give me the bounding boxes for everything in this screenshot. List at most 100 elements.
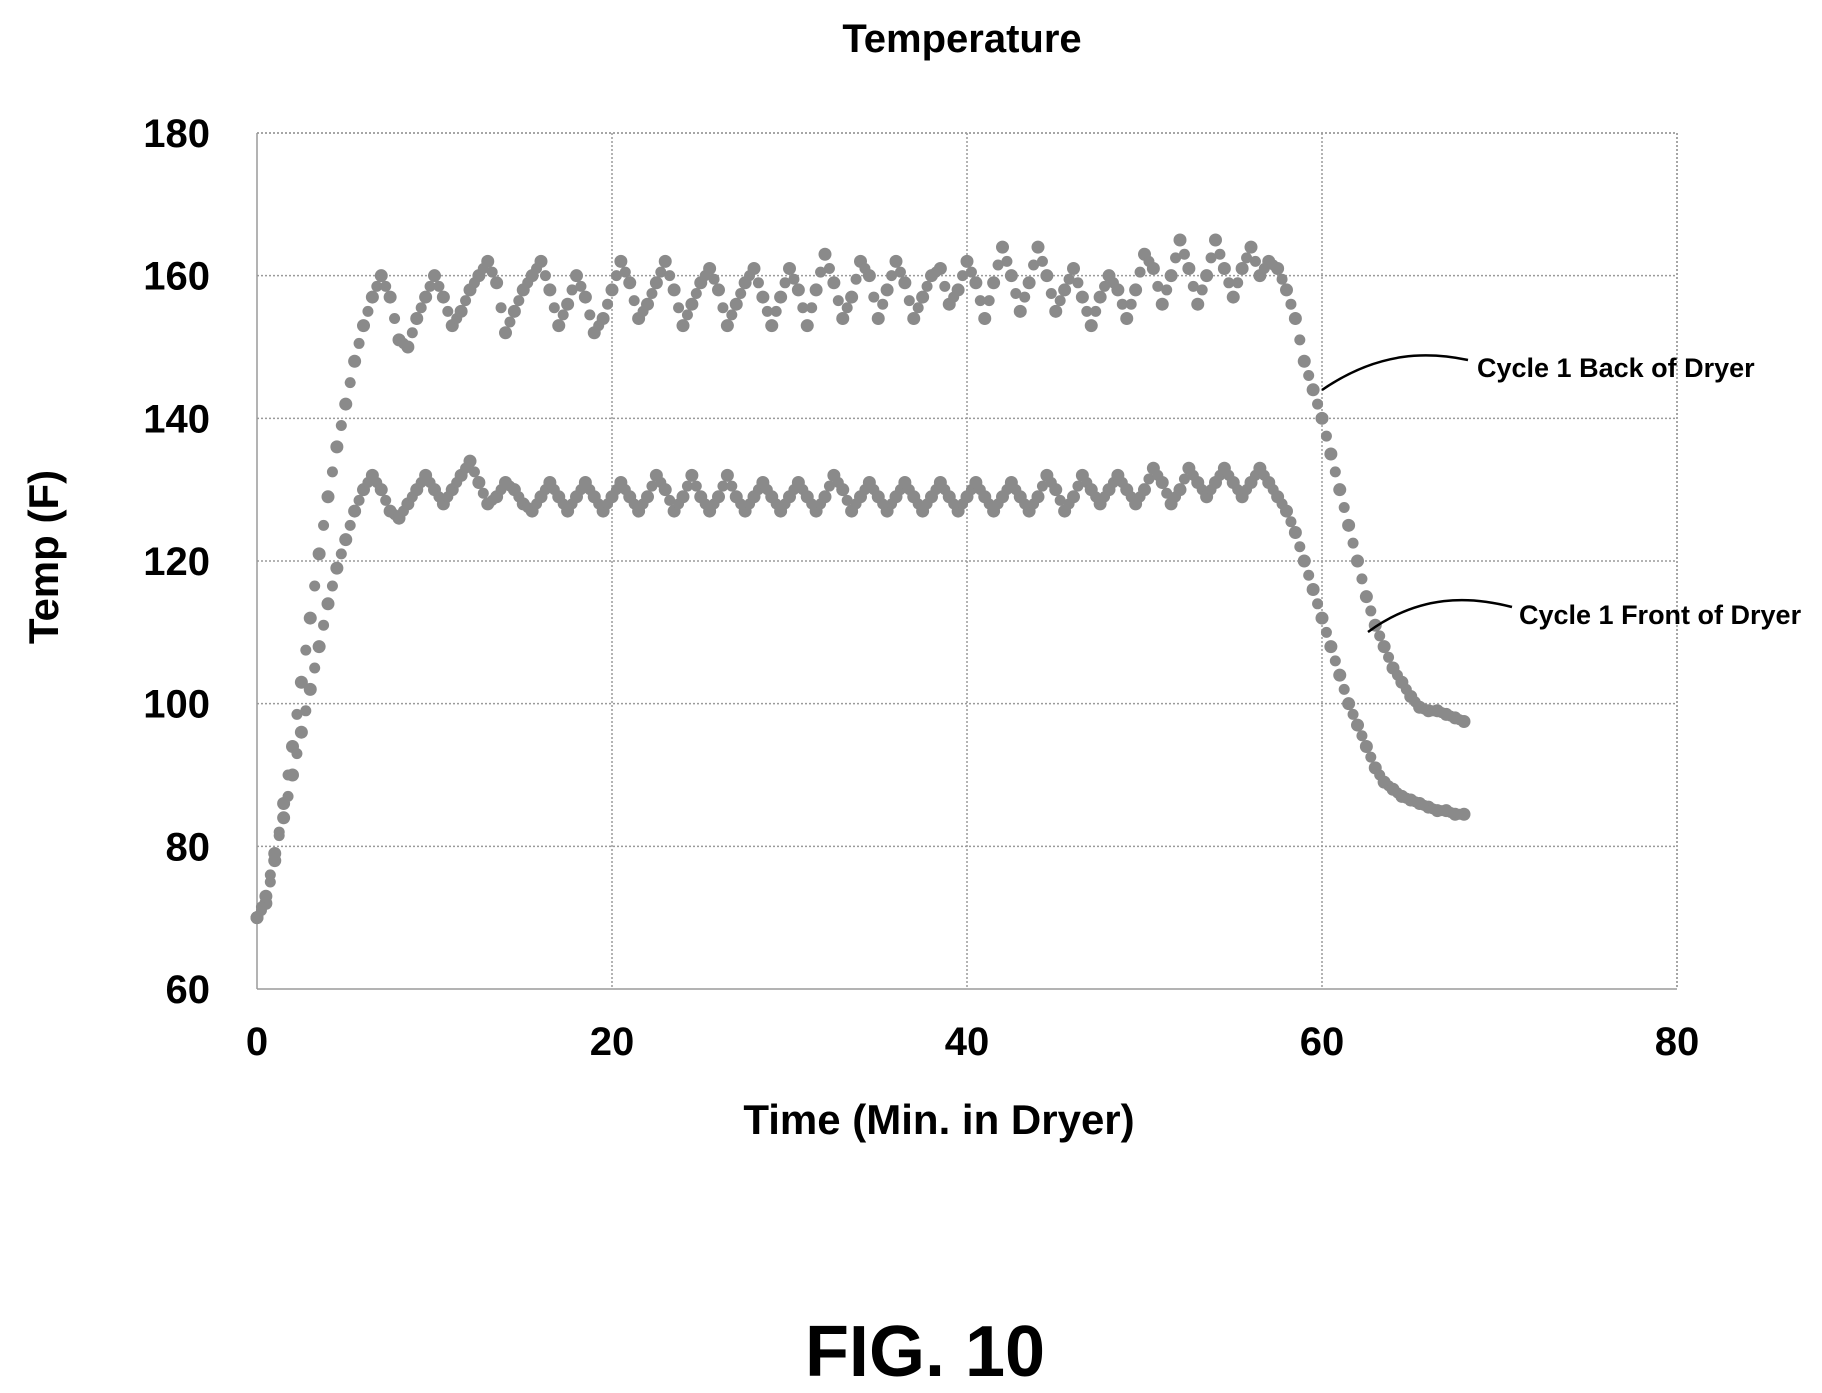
data-point xyxy=(454,304,468,318)
data-point xyxy=(534,254,548,268)
data-point xyxy=(1143,473,1155,485)
data-point xyxy=(708,273,720,285)
data-point xyxy=(664,270,676,282)
data-point xyxy=(1013,304,1027,318)
x-tick-label: 60 xyxy=(1300,1020,1345,1064)
data-point xyxy=(676,319,690,333)
data-point xyxy=(818,247,832,261)
data-point xyxy=(1129,283,1143,297)
data-point xyxy=(800,319,814,333)
data-point xyxy=(703,262,717,276)
data-point xyxy=(419,290,433,304)
data-point xyxy=(410,311,424,325)
data-point xyxy=(623,276,637,290)
data-point xyxy=(1280,283,1293,297)
data-point xyxy=(1093,290,1107,304)
data-point xyxy=(815,266,827,278)
data-point xyxy=(1031,490,1045,504)
data-point xyxy=(894,266,906,278)
data-point xyxy=(1342,518,1356,532)
data-point xyxy=(259,889,273,903)
data-point xyxy=(1116,298,1128,310)
data-point xyxy=(1324,447,1338,461)
data-point xyxy=(832,295,844,307)
data-point xyxy=(646,288,658,299)
data-point xyxy=(1306,383,1320,397)
data-point xyxy=(383,290,397,304)
data-point xyxy=(406,327,418,339)
data-point xyxy=(1178,473,1190,485)
data-point xyxy=(389,312,401,324)
data-point xyxy=(818,490,832,504)
data-point xyxy=(1315,411,1329,425)
data-point xyxy=(374,269,388,283)
data-point xyxy=(1297,554,1311,568)
series-front-of-dryer xyxy=(250,454,1471,925)
data-point xyxy=(561,297,575,311)
data-point xyxy=(1049,483,1063,497)
data-point xyxy=(1049,304,1063,318)
data-point xyxy=(957,270,969,282)
annotation-leader-back xyxy=(1321,354,1469,392)
data-point xyxy=(348,354,362,368)
data-point xyxy=(783,262,796,276)
data-point xyxy=(344,377,356,389)
data-point xyxy=(380,494,392,506)
data-point xyxy=(463,454,477,468)
data-point xyxy=(1010,288,1022,299)
data-point xyxy=(326,580,338,592)
data-point xyxy=(1356,730,1368,742)
data-point xyxy=(1125,298,1137,310)
data-point xyxy=(765,319,779,333)
data-point xyxy=(374,483,388,497)
data-point xyxy=(1377,640,1391,654)
data-point xyxy=(1182,262,1196,276)
data-point xyxy=(951,283,965,297)
data-point xyxy=(481,254,495,268)
data-point xyxy=(1164,269,1178,283)
data-point xyxy=(472,476,486,490)
data-point xyxy=(886,270,898,282)
data-point xyxy=(1170,252,1182,264)
data-point xyxy=(1223,277,1235,289)
data-point xyxy=(658,254,672,268)
data-point xyxy=(575,280,587,292)
data-point xyxy=(309,662,321,674)
data-point xyxy=(1383,651,1395,663)
data-point xyxy=(1235,262,1249,276)
data-point xyxy=(774,290,788,304)
data-point xyxy=(667,283,681,297)
data-point xyxy=(681,309,693,321)
annotation-back-of-dryer: Cycle 1 Back of Dryer xyxy=(1477,353,1755,383)
data-point xyxy=(1161,284,1173,296)
data-point xyxy=(1040,269,1054,283)
data-point xyxy=(658,483,672,497)
data-point xyxy=(664,494,676,506)
data-point xyxy=(987,276,1001,290)
data-point xyxy=(495,302,507,314)
data-point xyxy=(646,480,658,492)
data-point xyxy=(490,276,504,290)
data-point xyxy=(312,547,326,561)
data-point xyxy=(965,266,977,278)
data-point xyxy=(712,490,725,504)
y-tick-label: 80 xyxy=(166,825,211,869)
data-point xyxy=(903,295,915,307)
y-tick-label: 100 xyxy=(143,683,210,727)
data-point xyxy=(978,311,992,325)
data-point xyxy=(1294,541,1306,553)
data-point xyxy=(673,302,685,314)
data-point xyxy=(1303,370,1315,382)
data-point xyxy=(717,302,729,314)
data-point xyxy=(685,468,699,482)
data-point xyxy=(1120,311,1134,325)
data-point xyxy=(1173,233,1187,247)
data-point xyxy=(1155,476,1169,490)
data-point xyxy=(1457,807,1471,821)
data-point xyxy=(1226,290,1240,304)
data-point xyxy=(1019,291,1031,303)
data-point xyxy=(339,533,353,547)
y-tick-label: 120 xyxy=(143,540,210,584)
data-point xyxy=(1134,266,1146,278)
